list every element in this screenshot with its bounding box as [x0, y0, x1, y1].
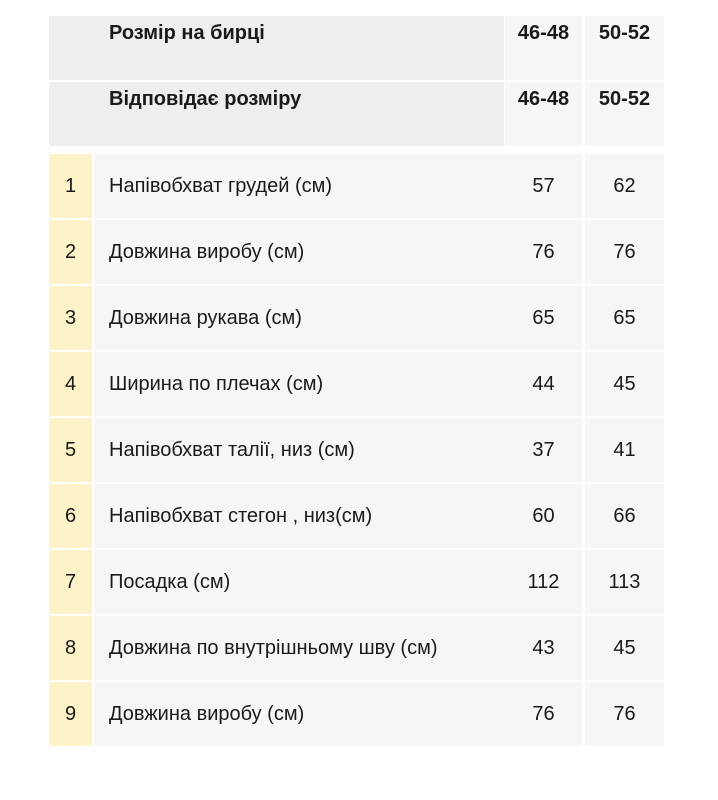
- table-row: 7 Посадка (см) 112 113: [49, 548, 664, 614]
- measurement-value-cell: 60: [505, 484, 582, 548]
- measurement-name-cell: Довжина рукава (см): [94, 286, 505, 350]
- table-row: 4 Ширина по плечах (см) 44 45: [49, 350, 664, 416]
- measurement-name-cell: Ширина по плечах (см): [94, 352, 505, 416]
- measurement-value-cell: 76: [585, 682, 664, 746]
- measurement-name-cell: Посадка (см): [94, 550, 505, 614]
- measurement-value-cell: 65: [505, 286, 582, 350]
- measurement-value-cell: 76: [505, 682, 582, 746]
- measurement-name-cell: Довжина по внутрішньому шву (см): [94, 616, 505, 680]
- measurement-value-size-1: 43: [532, 636, 555, 659]
- row-number-cell: 2: [49, 220, 92, 284]
- row-number: 1: [64, 174, 77, 197]
- measurement-value-cell: 76: [505, 220, 582, 284]
- header-size-cell: 46-48: [505, 16, 582, 80]
- measurement-name: Довжина по внутрішньому шву (см): [109, 636, 438, 659]
- row-number: 6: [64, 504, 77, 527]
- measurement-value-size-1: 37: [532, 438, 555, 461]
- table-row: 6 Напівобхват стегон , низ(см) 60 66: [49, 482, 664, 548]
- table-row: 1 Напівобхват грудей (см) 57 62: [49, 154, 664, 218]
- size-chart-table: Розмір на бирці 46-48 50-52 Відповідає р…: [49, 16, 664, 746]
- row-number-cell: 1: [49, 154, 92, 218]
- measurement-value-size-1: 65: [532, 306, 555, 329]
- row-number: 4: [64, 372, 77, 395]
- measurement-value-cell: 113: [585, 550, 664, 614]
- section-spacer: [49, 146, 664, 154]
- header-size-cell: 50-52: [585, 82, 664, 146]
- measurement-rows: 1 Напівобхват грудей (см) 57 62 2 Довжина вир…: [49, 154, 664, 746]
- header-size-cell: 46-48: [505, 82, 582, 146]
- header-row-corresponds: Відповідає розміру 46-48 50-52: [49, 80, 664, 146]
- measurement-value-size-1: 112: [527, 570, 560, 593]
- measurement-value-size-2: 76: [613, 240, 636, 263]
- measurement-value-size-2: 62: [613, 174, 636, 197]
- measurement-name-cell: Довжина виробу (см): [94, 682, 505, 746]
- measurement-value-size-2: 45: [613, 372, 636, 395]
- row-number-cell: 3: [49, 286, 92, 350]
- row-number: 7: [64, 570, 77, 593]
- measurement-value-cell: 65: [585, 286, 664, 350]
- measurement-value-size-1: 76: [532, 240, 555, 263]
- measurement-value-size-2: 45: [613, 636, 636, 659]
- measurement-value-cell: 112: [505, 550, 582, 614]
- measurement-value-size-2: 65: [613, 306, 636, 329]
- measurement-value-size-1: 57: [532, 174, 555, 197]
- header-label-cell: Відповідає розміру: [49, 82, 504, 146]
- measurement-value-cell: 57: [505, 154, 582, 218]
- measurement-name-cell: Довжина виробу (см): [94, 220, 505, 284]
- measurement-value-size-2: 113: [608, 570, 641, 593]
- header-row-size-tag: Розмір на бирці 46-48 50-52: [49, 16, 664, 80]
- table-row: 9 Довжина виробу (см) 76 76: [49, 680, 664, 746]
- measurement-value-cell: 45: [585, 616, 664, 680]
- header-label-corresponds: Відповідає розміру: [109, 88, 302, 110]
- measurement-name: Довжина рукава (см): [109, 306, 302, 329]
- measurement-name-cell: Напівобхват грудей (см): [94, 154, 505, 218]
- header-size-value: 46-48: [517, 88, 570, 110]
- measurement-value-cell: 76: [585, 220, 664, 284]
- header-size-value: 50-52: [598, 88, 651, 110]
- measurement-value-cell: 43: [505, 616, 582, 680]
- measurement-name: Ширина по плечах (см): [109, 372, 324, 395]
- measurement-name: Напівобхват грудей (см): [109, 174, 333, 197]
- measurement-value-cell: 37: [505, 418, 582, 482]
- row-number: 5: [64, 438, 77, 461]
- measurement-name-cell: Напівобхват талії, низ (см): [94, 418, 505, 482]
- table-row: 5 Напівобхват талії, низ (см) 37 41: [49, 416, 664, 482]
- measurement-value-cell: 66: [585, 484, 664, 548]
- row-number: 3: [64, 306, 77, 329]
- measurement-value-size-1: 76: [532, 702, 555, 725]
- row-number-cell: 4: [49, 352, 92, 416]
- measurement-value-size-2: 76: [613, 702, 636, 725]
- header-label-size-tag: Розмір на бирці: [109, 22, 265, 44]
- table-row: 3 Довжина рукава (см) 65 65: [49, 284, 664, 350]
- measurement-value-cell: 41: [585, 418, 664, 482]
- row-number-cell: 6: [49, 484, 92, 548]
- measurement-value-cell: 62: [585, 154, 664, 218]
- row-number-cell: 8: [49, 616, 92, 680]
- measurement-value-cell: 44: [505, 352, 582, 416]
- row-number: 8: [64, 636, 77, 659]
- measurement-name-cell: Напівобхват стегон , низ(см): [94, 484, 505, 548]
- row-number-cell: 9: [49, 682, 92, 746]
- measurement-name: Напівобхват талії, низ (см): [109, 438, 355, 461]
- row-number-cell: 5: [49, 418, 92, 482]
- header-size-value: 46-48: [517, 22, 570, 44]
- measurement-name: Напівобхват стегон , низ(см): [109, 504, 373, 527]
- row-number-cell: 7: [49, 550, 92, 614]
- measurement-name: Довжина виробу (см): [109, 702, 305, 725]
- measurement-name: Посадка (см): [109, 570, 231, 593]
- header-size-value: 50-52: [598, 22, 651, 44]
- header-label-cell: Розмір на бирці: [49, 16, 504, 80]
- measurement-value-cell: 45: [585, 352, 664, 416]
- table-row: 8 Довжина по внутрішньому шву (см) 43 45: [49, 614, 664, 680]
- row-number: 2: [64, 240, 77, 263]
- header-size-cell: 50-52: [585, 16, 664, 80]
- measurement-value-size-1: 60: [532, 504, 555, 527]
- row-number: 9: [64, 702, 77, 725]
- measurement-value-size-2: 66: [613, 504, 636, 527]
- table-row: 2 Довжина виробу (см) 76 76: [49, 218, 664, 284]
- measurement-value-size-1: 44: [532, 372, 555, 395]
- measurement-value-size-2: 41: [613, 438, 636, 461]
- measurement-name: Довжина виробу (см): [109, 240, 305, 263]
